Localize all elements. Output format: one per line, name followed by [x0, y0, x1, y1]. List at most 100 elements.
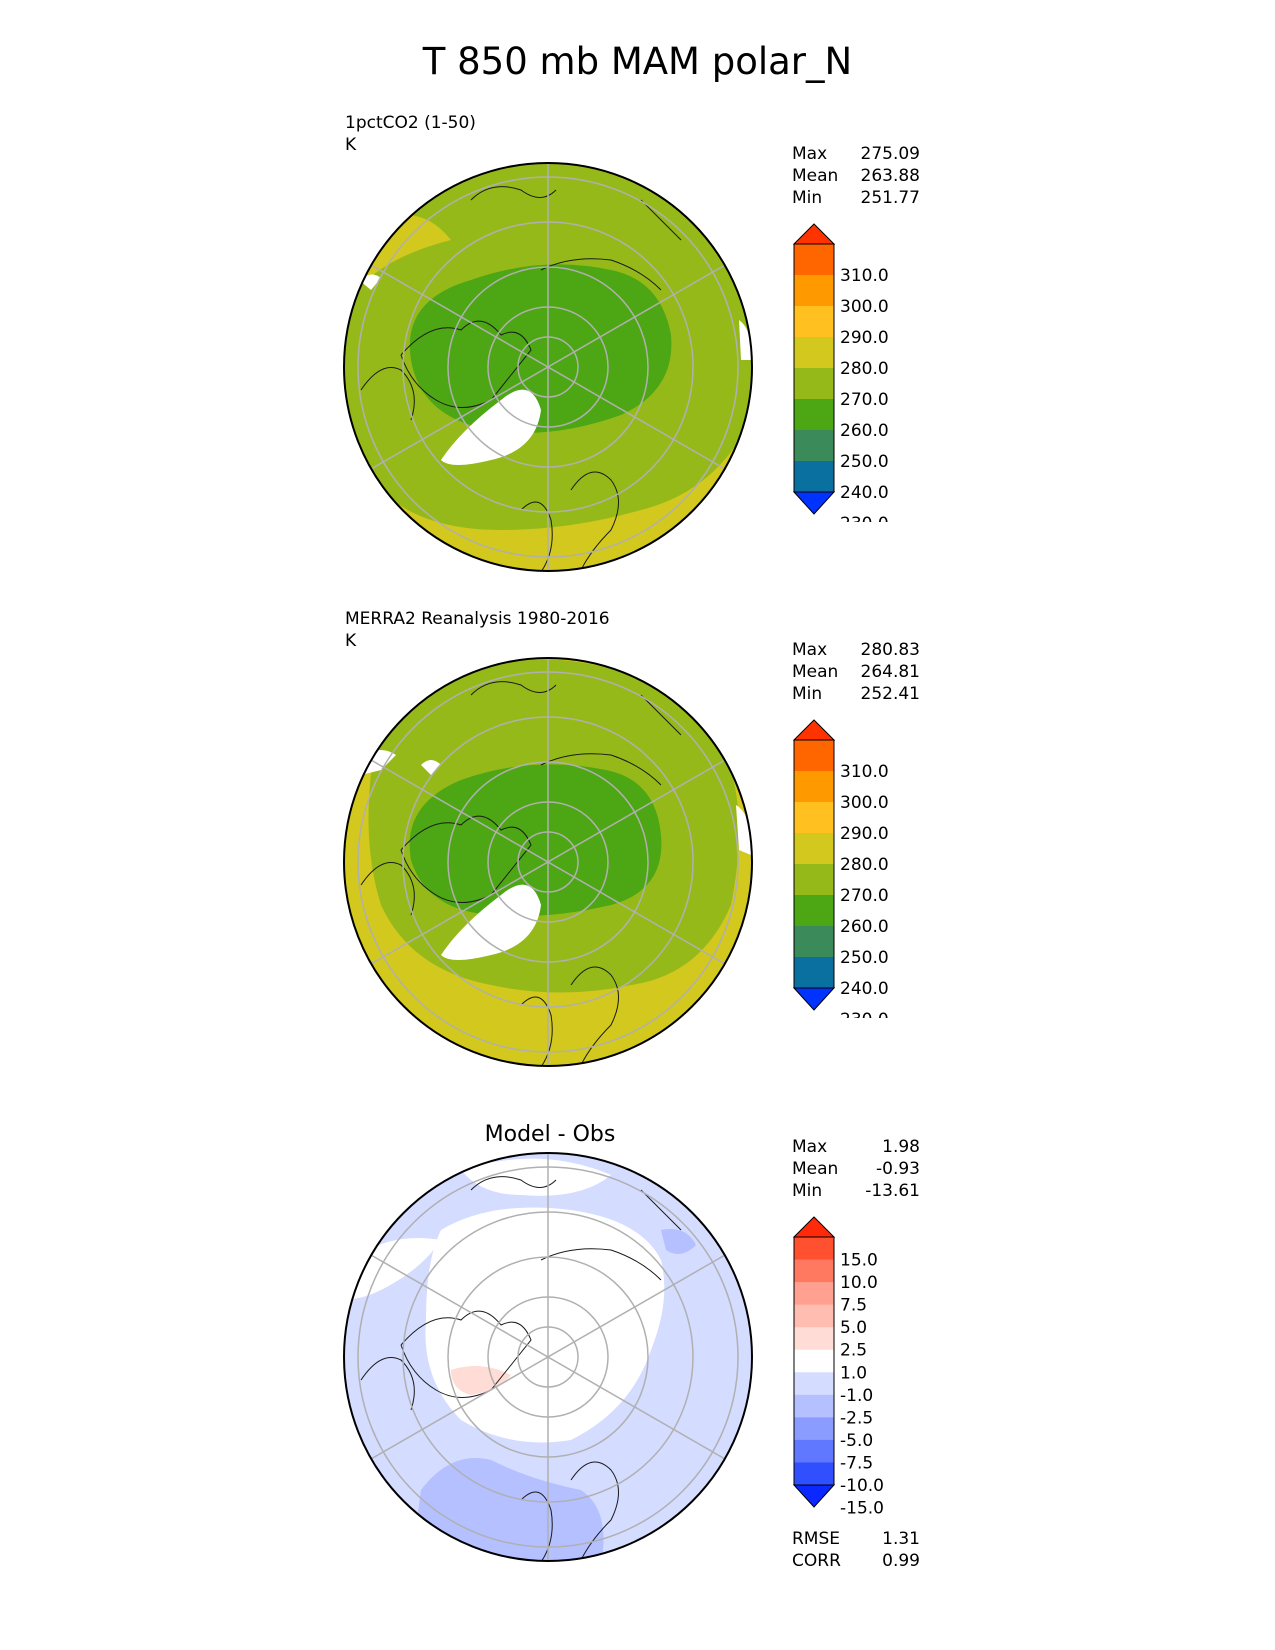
colorbar-tick-label: -7.5: [840, 1453, 873, 1473]
panel1-stats: Max 275.09 Mean 263.88 Min 251.77: [792, 143, 920, 209]
band-250-260: [409, 264, 672, 433]
colorbar-segment: [794, 1237, 834, 1261]
panel3-colorbar: 15.010.0 7.55.0 2.51.0 -1.0-2.5 -5.0-7.5 -10.…: [792, 1216, 884, 1515]
panel1-units: K: [345, 135, 357, 155]
colorbar-tick-label: 15.0: [840, 1251, 878, 1271]
colorbar-tick-label: 300.0: [840, 793, 889, 813]
stat-row: Mean -0.93: [792, 1159, 920, 1179]
colorbar-tick-label: 230.0: [840, 1010, 889, 1018]
panel1-polar-map: [343, 162, 753, 572]
colorbar-segment: [794, 895, 834, 927]
colorbar-tick-label: 2.5: [840, 1341, 867, 1361]
colorbar-segment: [794, 337, 834, 369]
colorbar-segment: [794, 864, 834, 896]
panel2-label: MERRA2 Reanalysis 1980-2016 K: [345, 608, 610, 652]
colorbar-tick-label: 10.0: [840, 1273, 878, 1293]
colorbar-segment: [794, 1394, 834, 1418]
colorbar-segment: [794, 1372, 834, 1396]
colorbar-extend-bottom: [792, 491, 836, 515]
colorbar-extend-bottom: [792, 987, 836, 1011]
band-250-260: [409, 764, 662, 917]
colorbar-segment: [794, 1417, 834, 1441]
colorbar-tick-label: -10.0: [840, 1476, 884, 1496]
colorbar-tick-label: -1.0: [840, 1386, 873, 1406]
colorbar-segment: [794, 1439, 834, 1463]
colorbar-segment: [794, 1282, 834, 1306]
colorbar-segment: [794, 368, 834, 400]
colorbar-extend-top: [792, 223, 836, 245]
colorbar-segment: [794, 430, 834, 462]
stat-row: Min 251.77: [792, 188, 920, 208]
colorbar-segment: [794, 1327, 834, 1351]
colorbar-tick-label: 7.5: [840, 1296, 867, 1316]
panel3-title: Model - Obs: [484, 1122, 616, 1147]
colorbar-tick-label: 310.0: [840, 266, 889, 286]
colorbar-segment: [794, 1462, 834, 1486]
colorbar-frame: [793, 1236, 835, 1486]
colorbar-segment: [794, 926, 834, 958]
panel2-colorbar: 310.0 300.0 290.0 280.0 270.0 260.0 250.0 240.0…: [792, 719, 889, 1018]
colorbar-tick-label: 240.0: [840, 483, 889, 503]
panel3-polar-map: [343, 1152, 753, 1562]
colorbar-tick-label: 300.0: [840, 297, 889, 317]
stat-row: Max 1.98: [792, 1137, 920, 1157]
panel2-units: K: [345, 631, 357, 651]
metric-row: RMSE 1.31: [792, 1529, 920, 1549]
stat-row: Min -13.61: [792, 1181, 920, 1201]
colorbar-tick-label: 250.0: [840, 452, 889, 472]
colorbar-tick-label: 290.0: [840, 328, 889, 348]
colorbar-tick-label: 260.0: [840, 421, 889, 441]
colorbar-tick-label: 290.0: [840, 824, 889, 844]
colorbar-tick-label: -2.5: [840, 1408, 873, 1428]
colorbar-segment: [794, 399, 834, 431]
panel1-label: 1pctCO2 (1-50) K: [345, 112, 476, 156]
stat-row: Max 280.83: [792, 640, 920, 660]
positive-anomaly: [451, 1366, 511, 1395]
greenland-mask: [441, 884, 541, 960]
colorbar-tick-label: 5.0: [840, 1318, 867, 1338]
panel3-metrics: RMSE 1.31 CORR 0.99: [792, 1528, 920, 1572]
panel1-title: 1pctCO2 (1-50): [345, 113, 476, 133]
stat-row: Max 275.09: [792, 144, 920, 164]
panel2-title: MERRA2 Reanalysis 1980-2016: [345, 609, 610, 629]
panel2-polar-map: [343, 657, 753, 1067]
colorbar-segment: [794, 802, 834, 834]
colorbar-tick-label: 260.0: [840, 917, 889, 937]
colorbar-segment: [794, 461, 834, 493]
colorbar-segment: [794, 244, 834, 276]
colorbar-segment: [794, 957, 834, 989]
colorbar-segment: [794, 1259, 834, 1283]
panel2-stats: Max 280.83 Mean 264.81 Min 252.41: [792, 639, 920, 705]
metric-row: CORR 0.99: [792, 1551, 920, 1571]
colorbar-tick-label: 270.0: [840, 390, 889, 410]
colorbar-tick-label: 310.0: [840, 762, 889, 782]
band-minus2.5-minus5: [411, 1458, 604, 1561]
colorbar-tick-label: 250.0: [840, 948, 889, 968]
colorbar-segment: [794, 1304, 834, 1328]
colorbar-segment: [794, 833, 834, 865]
stat-row: Mean 264.81: [792, 662, 920, 682]
colorbar-segment: [794, 1349, 834, 1373]
stat-row: Min 252.41: [792, 684, 920, 704]
colorbar-tick-label: -15.0: [840, 1499, 884, 1515]
colorbar-extend-top: [792, 1216, 836, 1238]
colorbar-tick-label: 280.0: [840, 855, 889, 875]
colorbar-extend-bottom: [792, 1484, 836, 1508]
figure-title: T 850 mb MAM polar_N: [422, 40, 853, 83]
colorbar-extend-top: [792, 719, 836, 741]
panel3-stats: Max 1.98 Mean -0.93 Min -13.61: [792, 1136, 920, 1202]
colorbar-tick-label: 230.0: [840, 514, 889, 522]
colorbar-tick-label: 1.0: [840, 1363, 867, 1383]
colorbar-frame: [793, 739, 835, 989]
colorbar-frame: [793, 243, 835, 493]
colorbar-segment: [794, 275, 834, 307]
stat-row: Mean 263.88: [792, 166, 920, 186]
colorbar-tick-label: 270.0: [840, 886, 889, 906]
colorbar-segment: [794, 306, 834, 338]
colorbar-tick-label: 280.0: [840, 359, 889, 379]
colorbar-segment: [794, 740, 834, 772]
greenland-mask: [441, 389, 541, 465]
panel1-colorbar: 310.0 300.0 290.0 280.0 270.0 260.0 250.0 240.0…: [792, 223, 889, 522]
colorbar-tick-label: -5.0: [840, 1431, 873, 1451]
colorbar-tick-label: 240.0: [840, 979, 889, 999]
